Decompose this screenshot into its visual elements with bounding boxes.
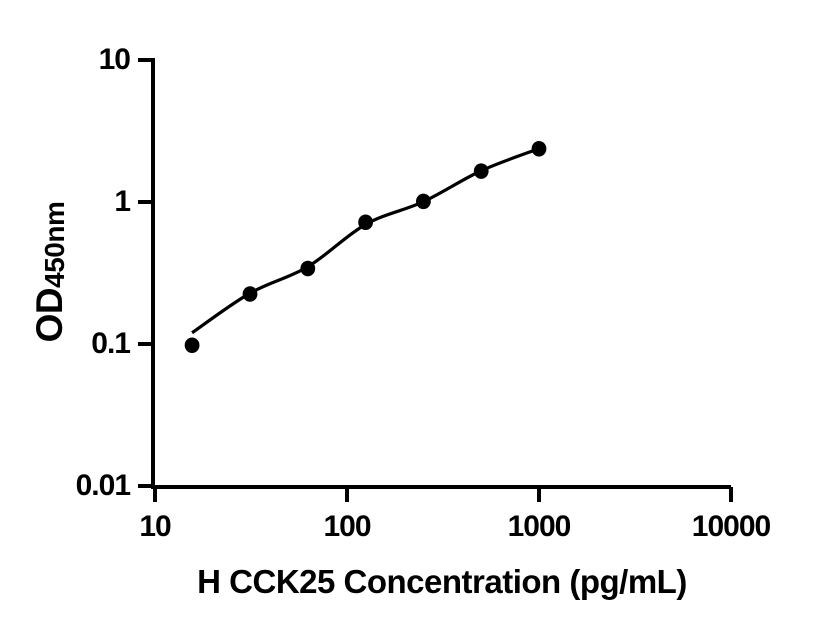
data-point xyxy=(184,337,200,354)
fit-curve-line xyxy=(191,147,540,335)
y-tick-label-1: 1 xyxy=(114,185,131,218)
data-point xyxy=(300,260,316,277)
y-tick-label-0.1: 0.1 xyxy=(91,327,131,360)
x-tick-label-100: 100 xyxy=(323,510,371,543)
data-point xyxy=(416,193,431,210)
data-point xyxy=(358,214,374,231)
y-tick-label-0.01: 0.01 xyxy=(75,469,131,502)
data-point xyxy=(531,140,547,157)
x-tick-label-1000: 1000 xyxy=(507,510,572,543)
x-tick-label-10000: 10000 xyxy=(691,510,771,543)
axes-spine xyxy=(151,58,731,489)
data-point xyxy=(473,163,489,179)
y-tick-label-10: 10 xyxy=(98,43,131,76)
x-tick-label-10: 10 xyxy=(139,510,171,543)
x-axis-title: H CCK25 Concentration (pg/mL) xyxy=(197,563,687,600)
data-point xyxy=(242,286,258,302)
